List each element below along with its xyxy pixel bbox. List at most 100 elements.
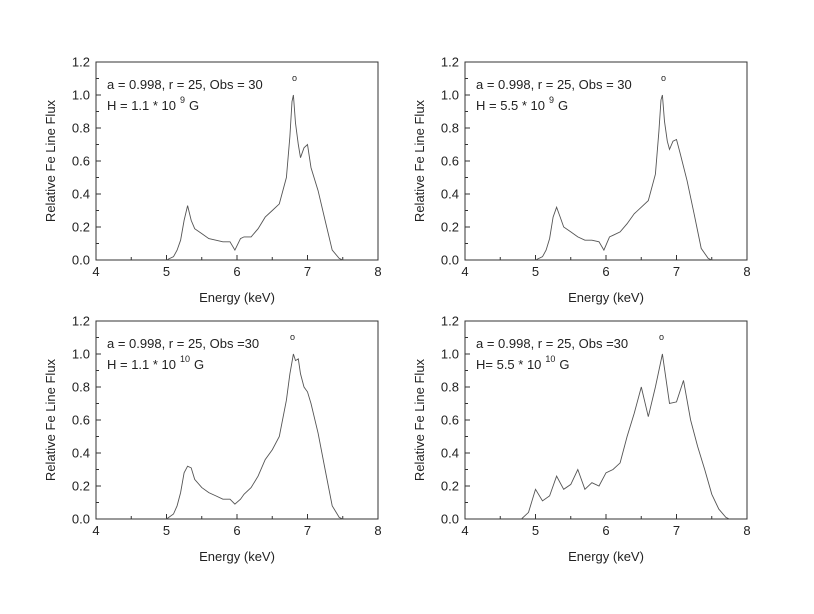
x-tick-label: 5 bbox=[163, 264, 170, 279]
y-axis-title: Relative Fe Line Flux bbox=[412, 358, 427, 481]
field-unit: G bbox=[194, 357, 204, 372]
y-tick-label: 0.0 bbox=[441, 253, 459, 268]
x-tick-label: 7 bbox=[673, 264, 680, 279]
annotation-params: a = 0.998, r = 25, Obs =30 bbox=[107, 336, 259, 351]
panel-1: 4 5 6 7 8 0.0 0.2 0.4 0.6 0.8 1.0 1.2 En… bbox=[43, 55, 382, 306]
field-unit: G bbox=[559, 357, 569, 372]
x-tick-labels: 4 5 6 7 8 bbox=[461, 523, 750, 538]
y-tick-label: 0.2 bbox=[72, 479, 90, 494]
tick-marks bbox=[95, 61, 379, 261]
y-tick-labels: 0.0 0.2 0.4 0.6 0.8 1.0 1.2 bbox=[441, 314, 459, 527]
x-tick-label: 5 bbox=[532, 264, 539, 279]
y-tick-label: 0.6 bbox=[441, 413, 459, 428]
y-tick-label: 0.8 bbox=[72, 121, 90, 136]
tick-marks bbox=[464, 61, 748, 261]
field-exponent: 9 bbox=[180, 95, 185, 105]
field-prefix: H= 5.5 * 10 bbox=[476, 357, 541, 372]
tick-marks bbox=[95, 320, 379, 520]
y-tick-labels: 0.0 0.2 0.4 0.6 0.8 1.0 1.2 bbox=[72, 55, 90, 268]
y-tick-label: 0.4 bbox=[72, 446, 90, 461]
x-tick-label: 8 bbox=[743, 523, 750, 538]
flux-line bbox=[166, 94, 343, 261]
y-tick-label: 0.4 bbox=[72, 187, 90, 202]
flux-line bbox=[535, 94, 712, 261]
field-prefix: H = 1.1 * 10 bbox=[107, 357, 176, 372]
y-tick-label: 0.0 bbox=[441, 512, 459, 527]
y-tick-label: 1.2 bbox=[441, 55, 459, 70]
y-tick-label: 0.0 bbox=[72, 512, 90, 527]
x-tick-label: 4 bbox=[461, 523, 468, 538]
x-tick-label: 6 bbox=[233, 523, 240, 538]
field-unit: G bbox=[558, 98, 568, 113]
x-tick-labels: 4 5 6 7 8 bbox=[92, 264, 381, 279]
y-tick-labels: 0.0 0.2 0.4 0.6 0.8 1.0 1.2 bbox=[441, 55, 459, 268]
y-tick-label: 0.0 bbox=[72, 253, 90, 268]
y-tick-label: 1.0 bbox=[441, 88, 459, 103]
y-tick-labels: 0.0 0.2 0.4 0.6 0.8 1.0 1.2 bbox=[72, 314, 90, 527]
x-tick-label: 6 bbox=[602, 264, 609, 279]
annotation-field: H = 1.1 * 10 10 G bbox=[107, 354, 204, 372]
y-tick-label: 1.0 bbox=[441, 347, 459, 362]
panel-4: 4 5 6 7 8 0.0 0.2 0.4 0.6 0.8 1.0 1.2 En… bbox=[412, 314, 751, 565]
x-tick-label: 7 bbox=[304, 264, 311, 279]
y-tick-label: 0.8 bbox=[72, 380, 90, 395]
x-tick-label: 7 bbox=[673, 523, 680, 538]
x-tick-label: 5 bbox=[163, 523, 170, 538]
y-axis-title: Relative Fe Line Flux bbox=[412, 99, 427, 222]
annotation-degree: o bbox=[661, 73, 666, 83]
y-tick-label: 0.2 bbox=[441, 479, 459, 494]
y-tick-label: 0.6 bbox=[72, 413, 90, 428]
field-prefix: H = 5.5 * 10 bbox=[476, 98, 545, 113]
annotation-degree: o bbox=[659, 332, 664, 342]
y-tick-label: 0.6 bbox=[441, 154, 459, 169]
y-axis-title: Relative Fe Line Flux bbox=[43, 99, 58, 222]
y-tick-label: 1.0 bbox=[72, 88, 90, 103]
y-tick-label: 0.6 bbox=[72, 154, 90, 169]
y-tick-label: 1.2 bbox=[72, 55, 90, 70]
x-axis-title: Energy (keV) bbox=[568, 549, 644, 564]
field-unit: G bbox=[189, 98, 199, 113]
x-tick-label: 5 bbox=[532, 523, 539, 538]
x-axis-title: Energy (keV) bbox=[199, 290, 275, 305]
x-tick-labels: 4 5 6 7 8 bbox=[92, 523, 381, 538]
y-tick-label: 1.2 bbox=[441, 314, 459, 329]
x-axis-title: Energy (keV) bbox=[199, 549, 275, 564]
x-axis-title: Energy (keV) bbox=[568, 290, 644, 305]
y-tick-label: 0.4 bbox=[441, 187, 459, 202]
x-tick-label: 6 bbox=[233, 264, 240, 279]
y-axis-title: Relative Fe Line Flux bbox=[43, 358, 58, 481]
annotation-params: a = 0.998, r = 25, Obs = 30 bbox=[107, 77, 263, 92]
tick-marks bbox=[464, 320, 748, 520]
y-tick-label: 0.8 bbox=[441, 121, 459, 136]
flux-line bbox=[521, 353, 730, 520]
y-tick-label: 0.2 bbox=[441, 220, 459, 235]
field-exponent: 9 bbox=[549, 95, 554, 105]
annotation-params: a = 0.998, r = 25, Obs = 30 bbox=[476, 77, 632, 92]
annotation-field: H = 1.1 * 10 9 G bbox=[107, 95, 199, 113]
y-tick-label: 0.8 bbox=[441, 380, 459, 395]
field-exponent: 10 bbox=[180, 354, 190, 364]
x-tick-label: 8 bbox=[374, 264, 381, 279]
x-tick-label: 8 bbox=[374, 523, 381, 538]
x-tick-label: 8 bbox=[743, 264, 750, 279]
x-tick-label: 7 bbox=[304, 523, 311, 538]
y-tick-label: 0.2 bbox=[72, 220, 90, 235]
flux-line bbox=[166, 353, 343, 520]
x-tick-label: 4 bbox=[92, 523, 99, 538]
panel-3: 4 5 6 7 8 0.0 0.2 0.4 0.6 0.8 1.0 1.2 En… bbox=[43, 314, 382, 565]
field-exponent: 10 bbox=[545, 354, 555, 364]
annotation-params: a = 0.998, r = 25, Obs =30 bbox=[476, 336, 628, 351]
y-tick-label: 1.0 bbox=[72, 347, 90, 362]
annotation-degree: o bbox=[292, 73, 297, 83]
x-tick-label: 4 bbox=[461, 264, 468, 279]
annotation-field: H= 5.5 * 10 10 G bbox=[476, 354, 570, 372]
x-tick-label: 4 bbox=[92, 264, 99, 279]
y-tick-label: 1.2 bbox=[72, 314, 90, 329]
y-tick-label: 0.4 bbox=[441, 446, 459, 461]
annotation-field: H = 5.5 * 10 9 G bbox=[476, 95, 568, 113]
field-prefix: H = 1.1 * 10 bbox=[107, 98, 176, 113]
x-tick-labels: 4 5 6 7 8 bbox=[461, 264, 750, 279]
annotation-degree: o bbox=[290, 332, 295, 342]
x-tick-label: 6 bbox=[602, 523, 609, 538]
